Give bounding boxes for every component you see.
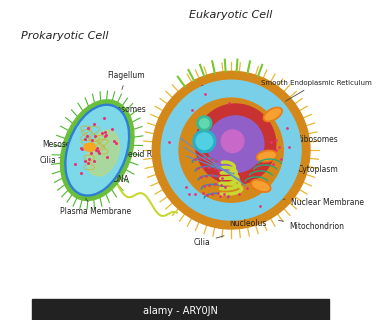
Ellipse shape (251, 180, 271, 192)
Ellipse shape (84, 143, 96, 151)
Circle shape (196, 104, 276, 184)
Ellipse shape (67, 107, 127, 194)
Ellipse shape (263, 107, 282, 122)
Text: Rough Endoplasmic
Reticulum: Rough Endoplasmic Reticulum (169, 118, 244, 138)
Text: Vacuole: Vacuole (178, 172, 208, 181)
Text: Prokaryotic Cell: Prokaryotic Cell (21, 31, 108, 41)
Circle shape (196, 133, 213, 149)
Circle shape (199, 119, 209, 128)
Text: Smooth Endoplasmic Reticulum: Smooth Endoplasmic Reticulum (261, 80, 372, 101)
Text: Cytoplasm: Cytoplasm (292, 165, 339, 174)
Circle shape (197, 116, 212, 131)
Circle shape (221, 130, 244, 153)
Circle shape (152, 71, 310, 229)
Text: Nuclear Membrane: Nuclear Membrane (283, 198, 364, 207)
Circle shape (161, 80, 301, 220)
Text: Nucleoid Region: Nucleoid Region (104, 150, 173, 159)
FancyBboxPatch shape (32, 299, 329, 320)
Text: alamy - ARY0JN: alamy - ARY0JN (143, 306, 218, 316)
Text: Mitochondrion: Mitochondrion (279, 220, 344, 230)
Text: Ribosomes: Ribosomes (105, 106, 146, 122)
Ellipse shape (258, 152, 275, 160)
Text: Lysosome: Lysosome (179, 192, 216, 201)
Text: Flagellum: Flagellum (107, 71, 145, 90)
Text: Golgi Apparatus: Golgi Apparatus (200, 85, 262, 94)
Text: Nucleolus: Nucleolus (230, 200, 267, 228)
Text: Cilia: Cilia (194, 236, 224, 247)
Text: Mesosome: Mesosome (42, 140, 83, 149)
Ellipse shape (87, 130, 120, 176)
Text: my: my (198, 131, 264, 169)
Text: DNA: DNA (107, 168, 129, 184)
Text: Cilia: Cilia (39, 156, 60, 165)
Text: Plasma Membrane: Plasma Membrane (60, 198, 131, 216)
Text: Eukaryotic Cell: Eukaryotic Cell (189, 10, 273, 20)
Ellipse shape (65, 104, 130, 196)
Ellipse shape (265, 109, 281, 120)
Ellipse shape (61, 100, 134, 200)
Circle shape (207, 116, 264, 172)
Ellipse shape (256, 150, 277, 162)
Circle shape (179, 98, 283, 202)
Circle shape (193, 130, 216, 153)
Text: Micro Tubules: Micro Tubules (167, 155, 219, 164)
Text: Ribosomes: Ribosomes (292, 135, 338, 144)
Ellipse shape (253, 181, 269, 190)
